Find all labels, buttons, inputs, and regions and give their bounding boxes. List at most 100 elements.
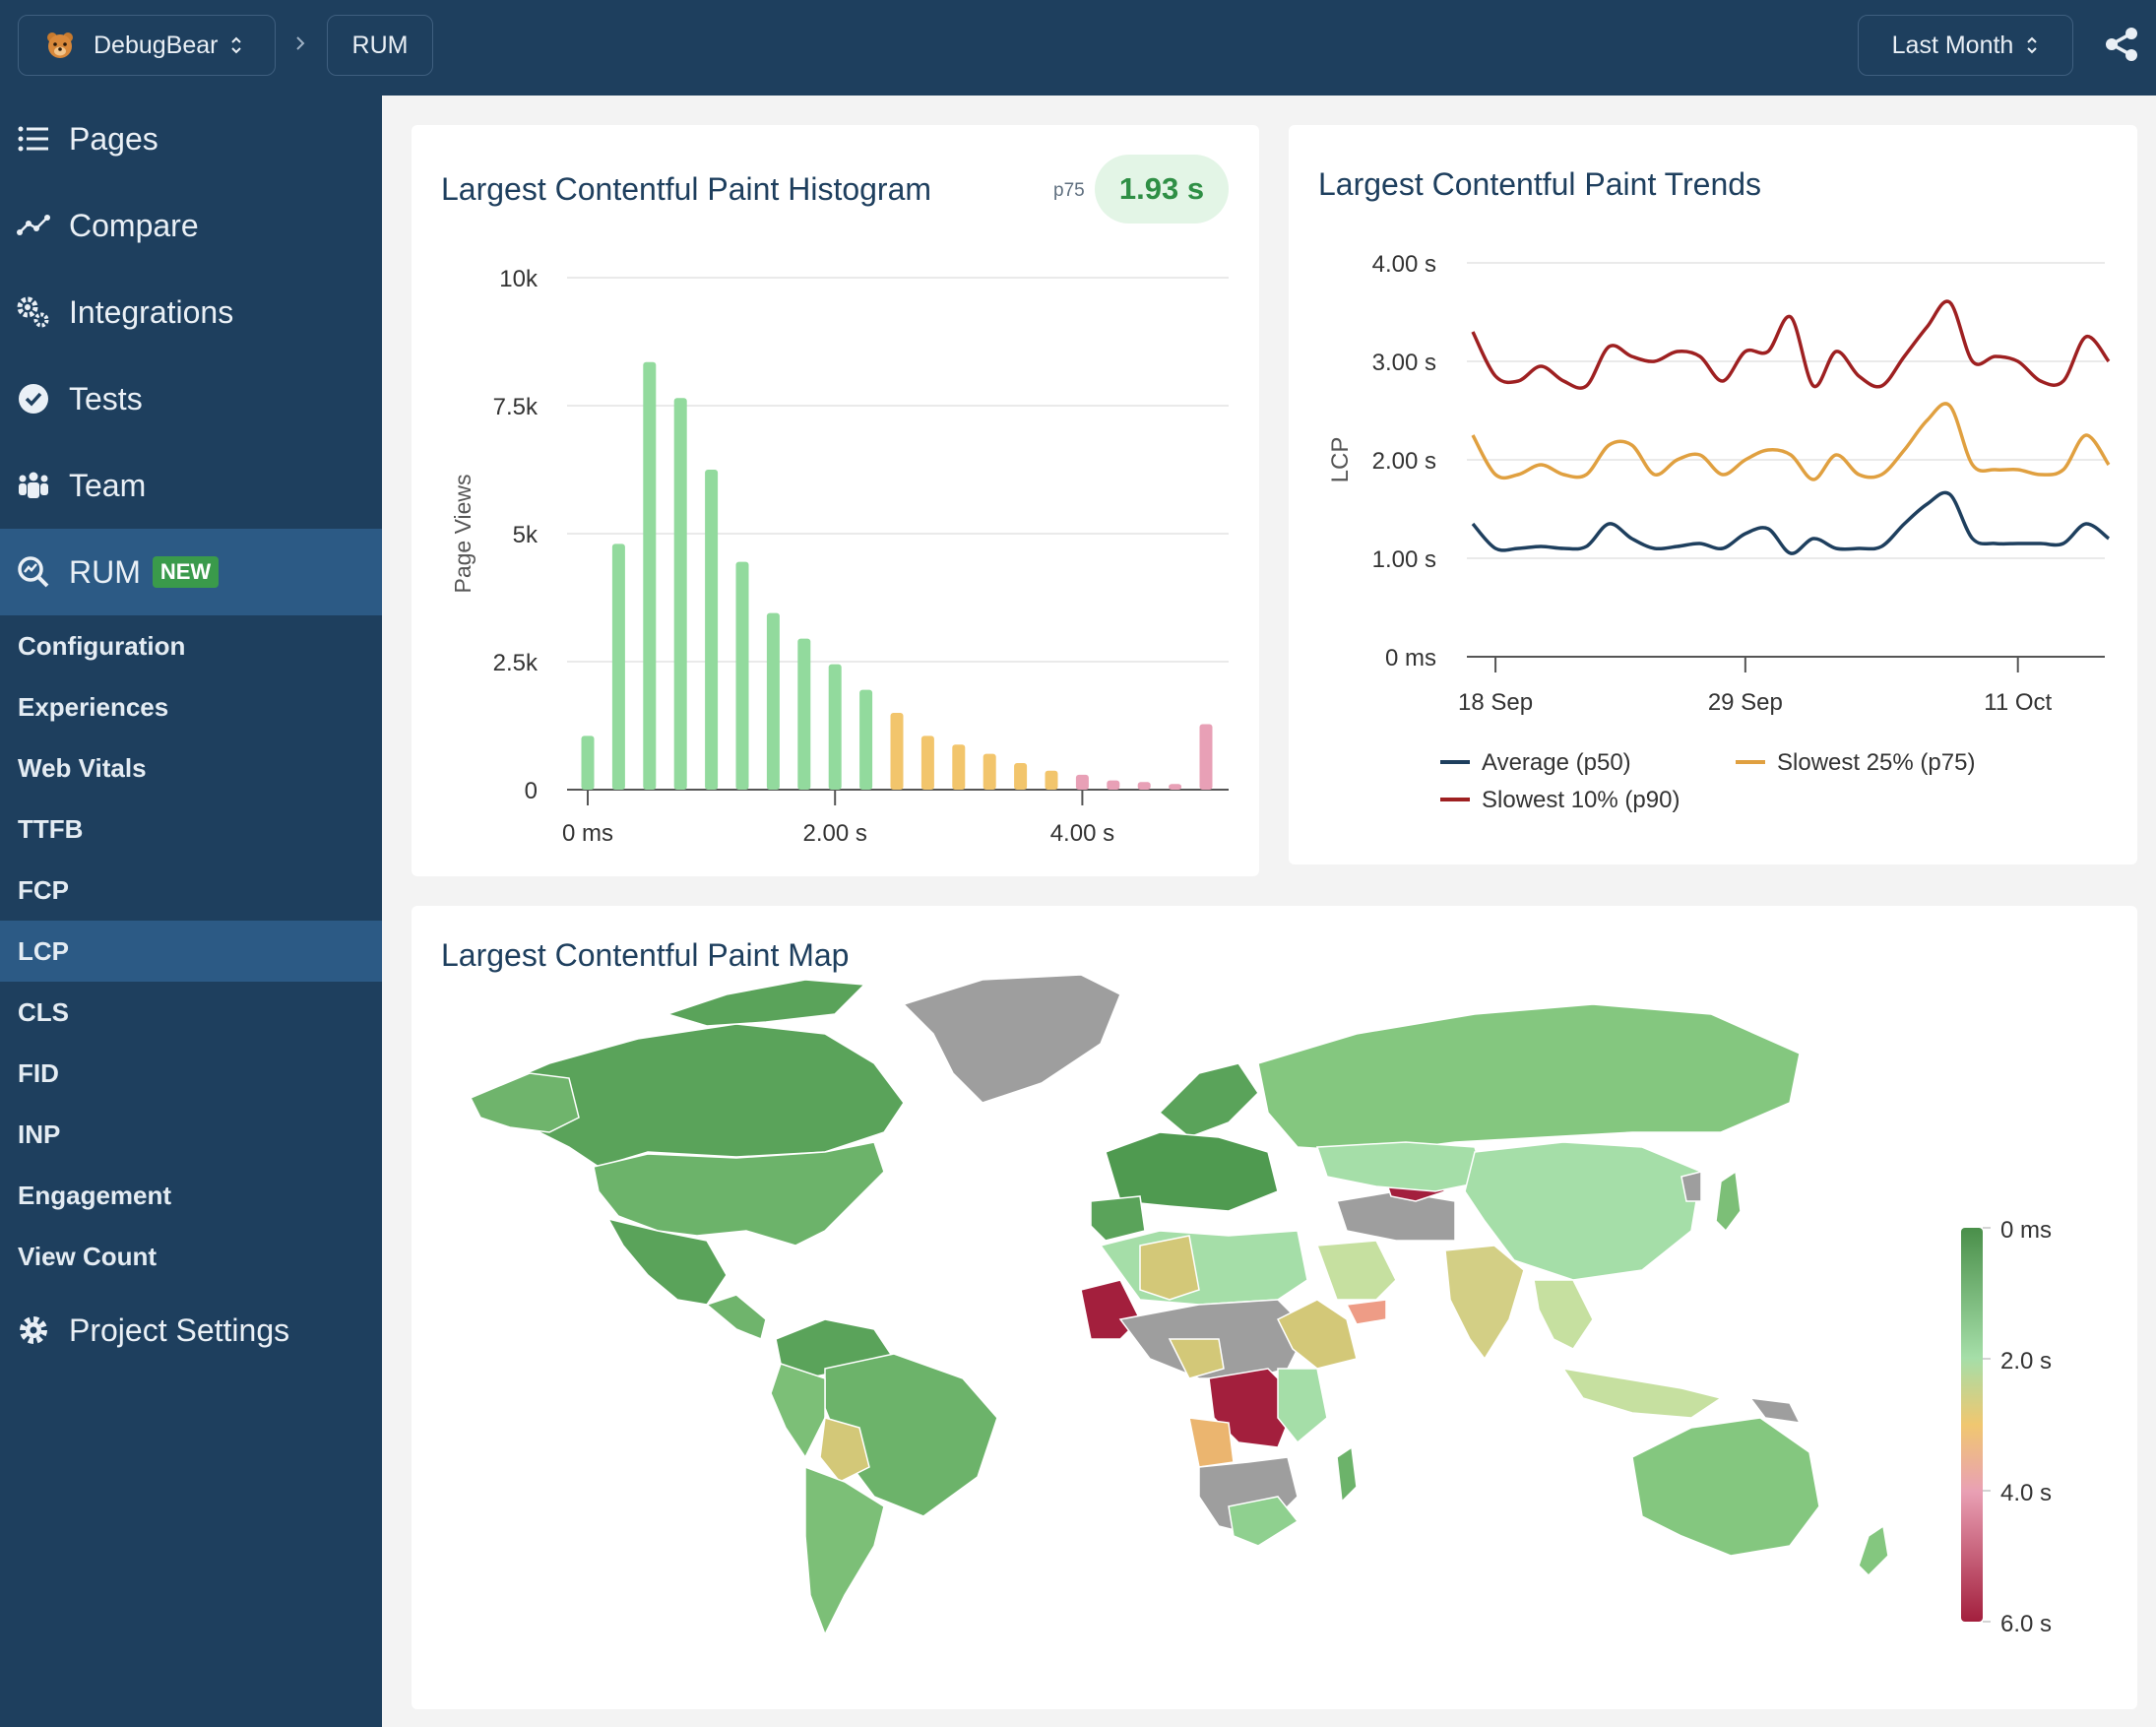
histogram-bar[interactable] <box>1169 784 1182 790</box>
submenu-item-fid[interactable]: FID <box>0 1043 382 1104</box>
breadcrumb-rum[interactable]: RUM <box>327 15 433 76</box>
submenu-item-lcp[interactable]: LCP <box>0 921 382 982</box>
region-russia <box>1257 1003 1801 1153</box>
y-axis-label: LCP <box>1327 437 1354 483</box>
region-bolivia <box>819 1417 870 1483</box>
submenu-item-label: Configuration <box>18 630 186 661</box>
sidebar-item-label: Compare <box>69 207 199 243</box>
histogram-bar[interactable] <box>983 753 996 790</box>
region-iran-iraq <box>1336 1190 1456 1242</box>
histogram-bar[interactable] <box>611 544 625 790</box>
histogram-bar[interactable] <box>705 470 719 790</box>
scale-label: 6.0 s <box>2000 1611 2052 1637</box>
x-tick-label: 4.00 s <box>1050 820 1114 847</box>
team-icon <box>19 472 48 498</box>
region-china <box>1464 1141 1702 1281</box>
histogram-bar[interactable] <box>581 736 595 790</box>
histogram-title: Largest Contentful Paint Histogram <box>441 171 932 207</box>
histogram-bar[interactable] <box>1045 770 1058 790</box>
breadcrumb-label: RUM <box>351 31 409 59</box>
submenu-item-inp[interactable]: INP <box>0 1104 382 1165</box>
submenu-item-engagement[interactable]: Engagement <box>0 1165 382 1226</box>
region-madagascar <box>1336 1445 1358 1503</box>
x-tick-label: 0 ms <box>562 820 613 847</box>
histogram-bar[interactable] <box>1107 780 1120 790</box>
submenu-item-label: LCP <box>18 935 69 966</box>
region-kazakhstan <box>1315 1141 1486 1192</box>
region-argentina-chile <box>804 1465 885 1636</box>
compare-chart-icon <box>17 215 50 235</box>
share-icon[interactable] <box>2105 27 2138 62</box>
region-japan <box>1715 1170 1742 1233</box>
histogram-bar[interactable] <box>735 561 749 790</box>
histogram-bar[interactable] <box>673 398 687 790</box>
submenu-item-label: View Count <box>18 1241 158 1271</box>
submenu-item-web-vitals[interactable]: Web Vitals <box>0 737 382 799</box>
histogram-bar[interactable] <box>859 689 873 790</box>
debugbear-logo-icon <box>47 32 73 58</box>
histogram-bar[interactable] <box>1137 782 1151 790</box>
sidebar-item-compare[interactable]: Compare <box>0 182 382 269</box>
sidebar-item-team[interactable]: Team <box>0 442 382 529</box>
submenu-item-fcp[interactable]: FCP <box>0 860 382 921</box>
histogram-bar[interactable] <box>828 664 842 790</box>
histogram-bar[interactable] <box>890 713 904 790</box>
trends-card <box>1289 125 2137 864</box>
sidebar-item-tests[interactable]: Tests <box>0 355 382 442</box>
project-selector[interactable]: DebugBear <box>18 15 276 76</box>
sidebar-item-integrations[interactable]: Integrations <box>0 269 382 355</box>
region-alaska <box>469 1072 580 1133</box>
check-circle-icon <box>19 384 48 414</box>
region-canada-islands <box>665 979 866 1027</box>
submenu-item-label: Engagement <box>18 1180 172 1210</box>
y-tick-label: 2.5k <box>493 650 539 676</box>
region-peru <box>770 1363 826 1459</box>
series-line[interactable] <box>1471 402 2111 481</box>
submenu-item-cls[interactable]: CLS <box>0 982 382 1043</box>
trends-chart: 0 ms 1.00 s 2.00 s 3.00 s 4.00 s 18 Sep 29 Sep… <box>1327 251 2111 813</box>
sidebar-item-rum[interactable]: RUM NEW <box>0 529 382 615</box>
region-india <box>1444 1245 1525 1361</box>
region-nigeria <box>1168 1338 1225 1379</box>
histogram-bar[interactable] <box>766 612 780 790</box>
chevron-updown-icon <box>231 36 242 54</box>
region-scandinavia <box>1158 1062 1259 1138</box>
sidebar-item-label: Team <box>69 467 147 503</box>
submenu-item-ttfb[interactable]: TTFB <box>0 799 382 860</box>
histogram-bar[interactable] <box>920 736 934 790</box>
series-line[interactable] <box>1471 490 2111 555</box>
y-tick-label: 10k <box>499 266 539 292</box>
sidebar: Pages Compare Integrations Tests Team <box>0 96 382 1727</box>
sidebar-item-label: Pages <box>69 120 159 157</box>
legend-label[interactable]: Slowest 10% (p90) <box>1482 787 1680 813</box>
submenu-item-experiences[interactable]: Experiences <box>0 676 382 737</box>
sidebar-item-pages[interactable]: Pages <box>0 96 382 182</box>
region-indonesia <box>1561 1367 1723 1419</box>
region-iberia <box>1090 1195 1146 1242</box>
submenu-item-label: FCP <box>18 874 69 905</box>
histogram-bar[interactable] <box>1075 774 1089 790</box>
date-range-selector[interactable]: Last Month <box>1858 15 2073 76</box>
histogram-bar[interactable] <box>952 744 966 790</box>
scale-label: 0 ms <box>2000 1217 2052 1244</box>
magnifier-chart-icon <box>18 556 49 588</box>
histogram-bar[interactable] <box>1199 724 1213 790</box>
histogram-bar[interactable] <box>643 361 657 790</box>
region-greenland <box>902 974 1121 1104</box>
map-title: Largest Contentful Paint Map <box>441 937 850 973</box>
y-tick-label: 0 ms <box>1385 645 1436 672</box>
histogram-bar[interactable] <box>1014 762 1028 790</box>
sidebar-item-project-settings[interactable]: Project Settings <box>0 1287 382 1374</box>
legend-label[interactable]: Slowest 25% (p75) <box>1777 749 1975 776</box>
histogram-bar[interactable] <box>797 638 811 790</box>
series-line[interactable] <box>1471 299 2111 390</box>
chevron-updown-icon <box>2027 36 2038 54</box>
submenu-item-configuration[interactable]: Configuration <box>0 615 382 676</box>
submenu-item-view-count[interactable]: View Count <box>0 1226 382 1287</box>
gear-icon <box>20 1316 47 1344</box>
legend-label[interactable]: Average (p50) <box>1482 749 1631 776</box>
submenu-item-label: FID <box>18 1057 59 1088</box>
submenu-item-label: INP <box>18 1119 61 1149</box>
region-usa <box>593 1141 885 1247</box>
date-range-label: Last Month <box>1891 31 2014 59</box>
